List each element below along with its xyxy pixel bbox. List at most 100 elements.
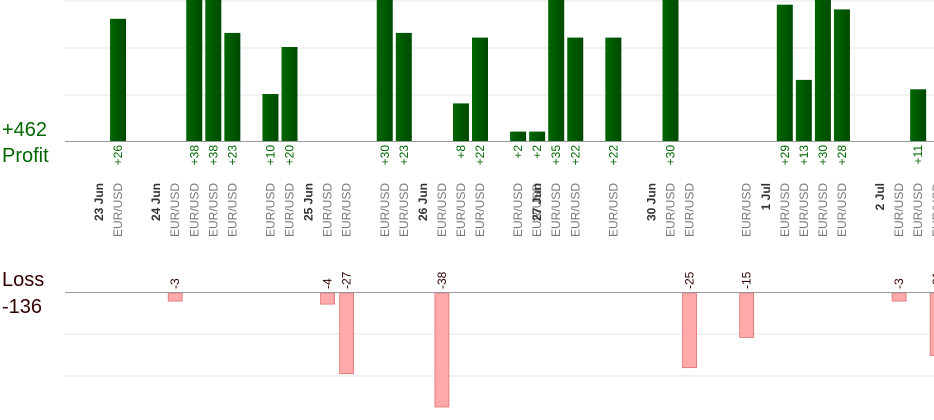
profit-bar (452, 103, 469, 141)
loss-value-label: -15 (740, 271, 754, 289)
pair-label: EUR/USD (511, 183, 525, 237)
profit-bar (605, 37, 622, 141)
profit-value-label: +28 (835, 145, 849, 166)
pair-label: EUR/USD (930, 183, 934, 237)
profit-bar (510, 131, 527, 141)
profit-value-label: +35 (549, 145, 563, 166)
profit-bar (814, 0, 831, 141)
loss-value-label: -21 (930, 271, 934, 289)
loss-value-label: -3 (168, 278, 182, 289)
profit-bar (776, 4, 793, 142)
date-label: 25 Jun (302, 183, 316, 221)
pair-label: EUR/USD (778, 183, 792, 237)
pair-label: EUR/USD (606, 183, 620, 237)
profit-bar (795, 79, 812, 141)
date-label: 27 Jun (530, 183, 544, 221)
date-label: 2 Jul (873, 183, 887, 210)
loss-value-label: -27 (340, 271, 354, 289)
date-label: 30 Jun (644, 183, 658, 221)
loss-value-label: -4 (321, 278, 335, 289)
pair-label: EUR/USD (549, 183, 563, 237)
profit-bar (529, 131, 546, 141)
profit-bar (662, 0, 679, 141)
pair-label: EUR/USD (225, 183, 239, 237)
loss-bar (682, 292, 697, 369)
profit-label: Profit (2, 145, 49, 167)
date-label: 23 Jun (92, 183, 106, 221)
pair-label: EUR/USD (283, 183, 297, 237)
profit-value-label: +2 (511, 145, 525, 159)
loss-label: Loss (2, 269, 45, 291)
profit-value-label: +38 (187, 145, 201, 166)
pair-label: EUR/USD (740, 183, 754, 237)
profit-bar (224, 32, 241, 141)
pair-label: EUR/USD (187, 183, 201, 237)
loss-bar (339, 292, 355, 375)
pair-label: EUR/USD (835, 183, 849, 237)
pair-label: EUR/USD (340, 183, 354, 237)
profit-value-label: +30 (816, 145, 830, 166)
pair-label: EUR/USD (168, 183, 182, 237)
profit-bar (186, 0, 203, 141)
profit-value-label: +22 (568, 145, 582, 166)
profit-value-label: +8 (454, 145, 468, 159)
pair-label: EUR/USD (568, 183, 582, 237)
loss-bar (739, 292, 755, 338)
date-label: 26 Jun (416, 183, 430, 221)
profit-bar (548, 0, 565, 141)
loss-value-label: -3 (892, 278, 906, 289)
profit-bar (910, 89, 927, 141)
profit-bar (395, 32, 412, 141)
profit-bar (567, 37, 584, 141)
pair-label: EUR/USD (530, 183, 544, 237)
loss-value-label: -25 (683, 271, 697, 289)
loss-bars (167, 292, 934, 408)
loss-bar (929, 292, 934, 356)
profit-bar (110, 18, 127, 141)
profit-value-label: +10 (263, 145, 277, 166)
profit-value-label: +22 (473, 145, 487, 166)
loss-bar (434, 292, 450, 408)
profit-value-label: +23 (225, 145, 239, 166)
profit-bars (110, 0, 927, 142)
pair-label: EUR/USD (435, 183, 449, 237)
profit-value-label: +29 (778, 145, 792, 166)
pair-label: EUR/USD (111, 183, 125, 237)
profit-bar (376, 0, 393, 141)
pair-label: EUR/USD (378, 183, 392, 237)
pair-label: EUR/USD (683, 183, 697, 237)
profit-value-label: +13 (797, 145, 811, 166)
axis-labels: +26 EUR/USD -3 EUR/USD +38 EUR/USD +38 EUR/USD +… (92, 145, 934, 289)
profit-value-label: +26 (111, 145, 125, 166)
profit-value-label: +22 (606, 145, 620, 166)
pair-label: EUR/USD (263, 183, 277, 237)
date-label: 1 Jul (759, 183, 773, 210)
pair-label: EUR/USD (473, 183, 487, 237)
loss-bar (891, 292, 907, 302)
pair-label: EUR/USD (816, 183, 830, 237)
pair-label: EUR/USD (664, 183, 678, 237)
profit-value-label: +30 (378, 145, 392, 166)
pair-label: EUR/USD (321, 183, 335, 237)
date-label: 24 Jun (149, 183, 163, 221)
profit-bar (205, 0, 222, 141)
profit-bar (833, 9, 850, 142)
profit-value-label: +11 (911, 145, 925, 165)
pair-label: EUR/USD (454, 183, 468, 237)
profit-value-label: +23 (397, 145, 411, 166)
profit-bar (281, 47, 298, 141)
profit-value-label: +38 (206, 145, 220, 166)
loss-bar (167, 292, 183, 302)
profit-total: +462 (2, 119, 48, 141)
loss-total: -136 (2, 296, 43, 318)
pair-label: EUR/USD (911, 183, 925, 237)
pair-label: EUR/USD (797, 183, 811, 237)
pair-label: EUR/USD (397, 183, 411, 237)
pair-label: EUR/USD (206, 183, 220, 237)
profit-value-label: +20 (283, 145, 297, 166)
profit-bar (472, 37, 488, 141)
loss-bar (320, 292, 336, 305)
profit-bar (262, 94, 279, 141)
